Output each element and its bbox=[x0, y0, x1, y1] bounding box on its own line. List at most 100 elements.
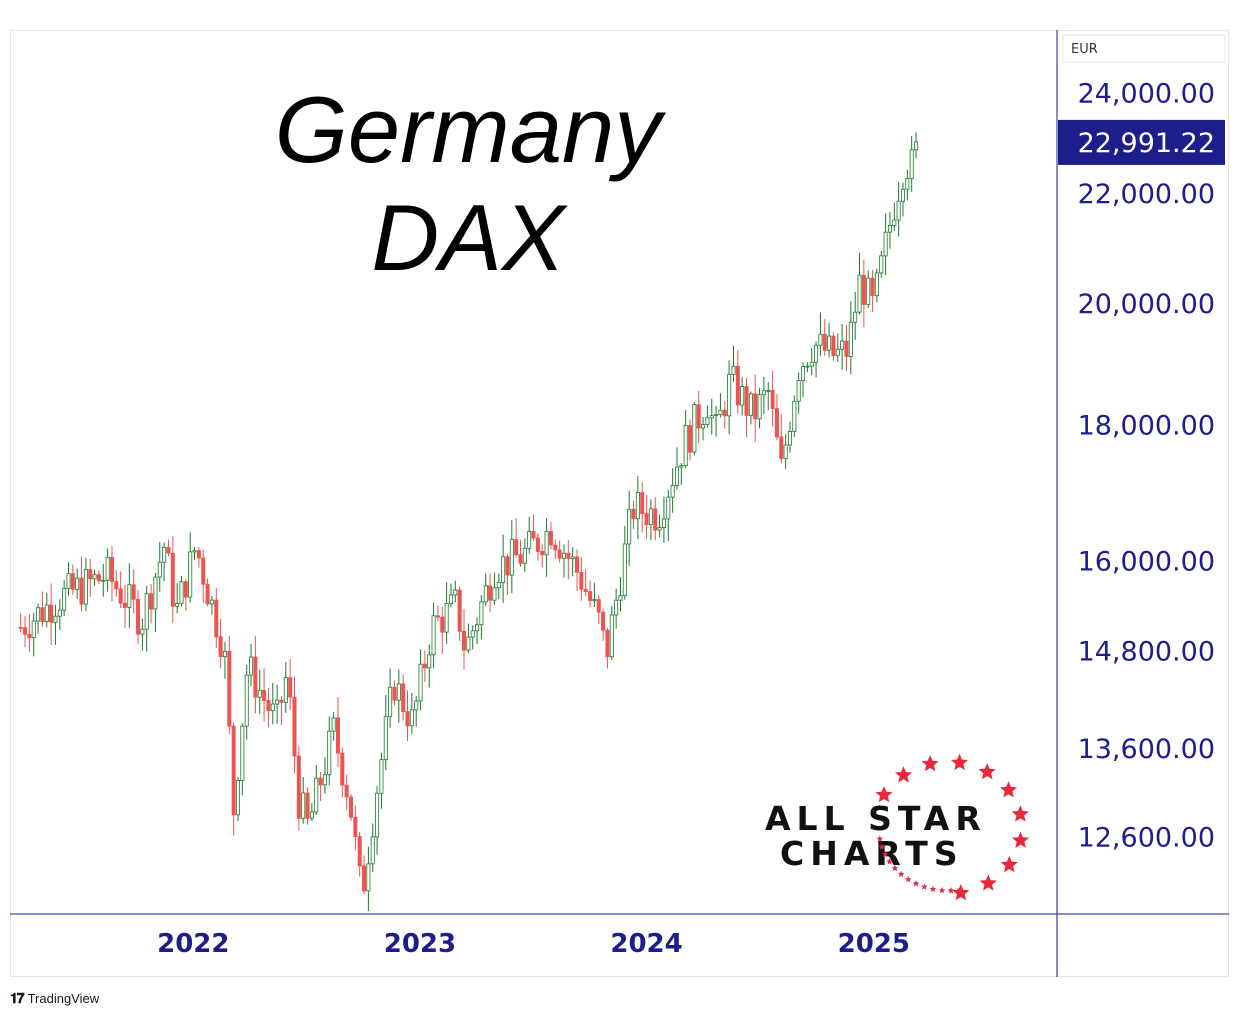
logo-star bbox=[1012, 831, 1030, 848]
candle-body bbox=[79, 577, 84, 605]
candle-body bbox=[674, 466, 679, 486]
logo-star bbox=[895, 766, 913, 783]
logo-star bbox=[1000, 781, 1018, 798]
y-axis-ticks: 24,000.00 22,000.00 20,000.00 18,000.00 16,0… bbox=[1078, 78, 1215, 853]
candle-body bbox=[874, 272, 879, 297]
candle-body bbox=[179, 581, 184, 604]
candle-body bbox=[761, 390, 766, 396]
candle-body bbox=[905, 178, 910, 190]
candle-body bbox=[301, 792, 306, 819]
candle-body bbox=[605, 629, 610, 658]
candle-body bbox=[253, 656, 258, 698]
candle-body bbox=[349, 796, 354, 818]
y-tick-label: 20,000.00 bbox=[1078, 289, 1215, 320]
candle-body bbox=[131, 584, 136, 600]
candle-body bbox=[23, 627, 28, 635]
candle-body bbox=[36, 607, 41, 622]
candle-body bbox=[127, 584, 132, 608]
candle-body bbox=[166, 546, 171, 554]
candle-body bbox=[657, 527, 662, 531]
candle-body bbox=[175, 603, 180, 607]
candle-body bbox=[44, 604, 49, 622]
candle-body bbox=[553, 544, 558, 551]
candle-body bbox=[544, 530, 549, 556]
candle-body bbox=[514, 539, 519, 556]
candle-body bbox=[561, 552, 566, 559]
logo-line2: CHARTS bbox=[780, 834, 964, 873]
chart-title-line2: DAX bbox=[371, 185, 568, 290]
candle-body bbox=[222, 650, 227, 658]
candle-body bbox=[914, 141, 919, 151]
last-price-badge: 22,991.22 bbox=[1058, 119, 1225, 165]
candle-body bbox=[909, 149, 914, 180]
chart-frame bbox=[10, 30, 1229, 977]
x-tick-label: 2025 bbox=[838, 929, 910, 959]
candle-body bbox=[214, 599, 219, 638]
logo-star bbox=[921, 883, 928, 890]
logo-star bbox=[912, 880, 920, 887]
candle-body bbox=[801, 366, 806, 381]
candle-body bbox=[583, 588, 588, 592]
candle-body bbox=[744, 386, 749, 416]
candle-body bbox=[431, 615, 436, 656]
candle-body bbox=[409, 709, 414, 727]
candle-body bbox=[353, 816, 358, 837]
candle-body bbox=[644, 513, 649, 526]
logo-star bbox=[891, 864, 899, 872]
logo-star bbox=[878, 843, 886, 850]
candle-body bbox=[588, 591, 593, 601]
candle-body bbox=[322, 774, 327, 786]
candle-body bbox=[27, 633, 32, 639]
logo-star bbox=[897, 870, 905, 878]
candle-body bbox=[635, 492, 640, 520]
candle-body bbox=[162, 546, 167, 563]
candle-body bbox=[809, 361, 814, 367]
candle-body bbox=[818, 333, 823, 346]
currency-box bbox=[1062, 34, 1226, 63]
candle-body bbox=[666, 496, 671, 520]
last-price-label: 22,991.22 bbox=[1078, 128, 1215, 159]
logo-star bbox=[952, 884, 970, 901]
candle-body bbox=[861, 274, 866, 305]
candle-body bbox=[62, 587, 67, 611]
x-tick-label: 2024 bbox=[610, 929, 682, 959]
candle-body bbox=[814, 344, 819, 363]
candle-body bbox=[227, 650, 232, 727]
candle-body bbox=[136, 598, 141, 635]
candle-body bbox=[344, 784, 349, 798]
candle-body bbox=[783, 444, 788, 460]
logo-star bbox=[938, 887, 946, 894]
candle-body bbox=[427, 654, 432, 669]
candle-body bbox=[722, 409, 727, 417]
candle-body bbox=[483, 585, 488, 603]
candle-body bbox=[70, 573, 75, 590]
candle-body bbox=[679, 465, 684, 468]
logo-line1: ALL STAR bbox=[765, 799, 987, 838]
candle-body bbox=[335, 717, 340, 754]
logo-star bbox=[951, 753, 969, 771]
candle-body bbox=[831, 335, 836, 357]
y-tick-label: 14,800.00 bbox=[1078, 636, 1215, 667]
candle-body bbox=[848, 321, 853, 357]
candle-body bbox=[527, 531, 532, 549]
chart: EUR Germany DAX 24,000.00 22,000.00 20,000… bbox=[10, 30, 1229, 977]
candle-body bbox=[614, 599, 619, 616]
candle-body bbox=[183, 581, 188, 598]
candle-body bbox=[718, 409, 723, 416]
candle-body bbox=[787, 431, 792, 446]
candle-body bbox=[422, 663, 427, 669]
candle-body bbox=[727, 374, 732, 417]
candle-body bbox=[205, 583, 210, 605]
candle-body bbox=[18, 626, 23, 629]
candle-body bbox=[844, 340, 849, 357]
candle-body bbox=[796, 380, 801, 402]
candle-body bbox=[475, 624, 480, 632]
candle-body bbox=[688, 425, 693, 453]
logo-star bbox=[1011, 805, 1029, 822]
candle-body bbox=[448, 594, 453, 604]
footer-brand[interactable]: TradingView bbox=[27, 990, 100, 1006]
candle-body bbox=[887, 225, 892, 233]
logo-star bbox=[921, 755, 939, 772]
candle-body bbox=[188, 551, 193, 598]
logo-star bbox=[979, 874, 997, 891]
